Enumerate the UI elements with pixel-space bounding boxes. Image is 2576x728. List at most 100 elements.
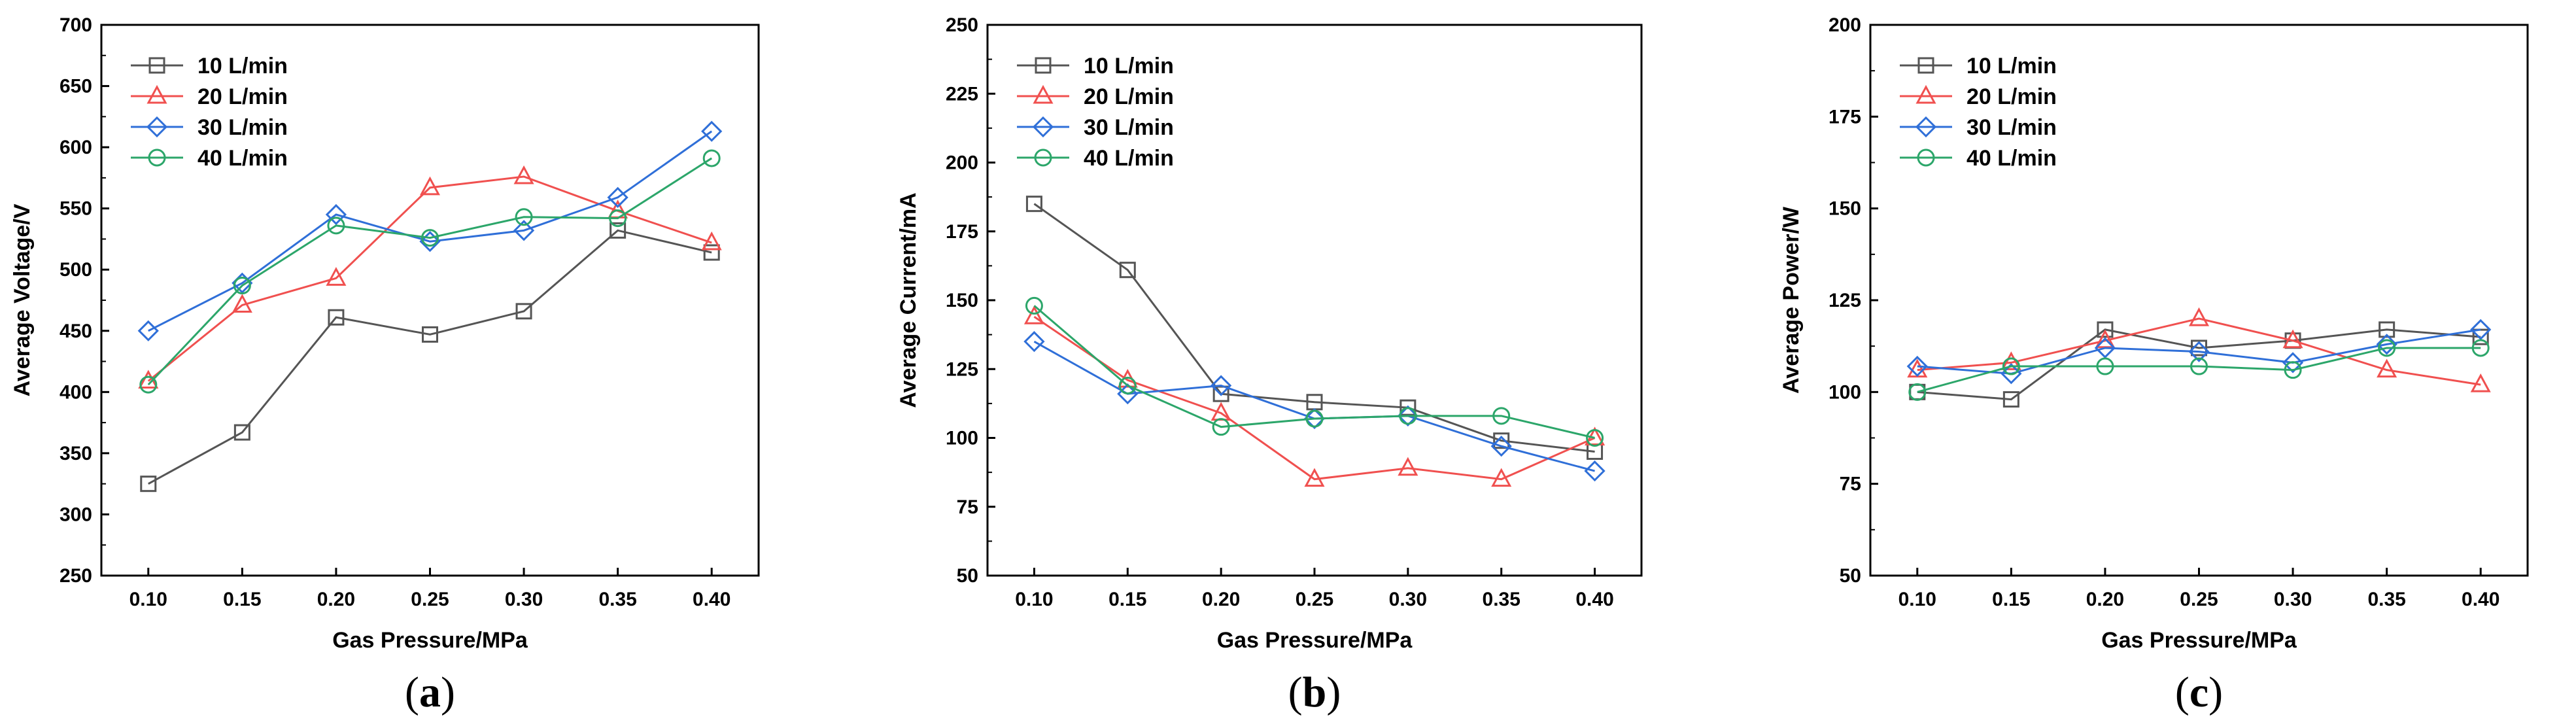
x-tick-label: 0.10 (129, 589, 167, 610)
legend-swatch-marker (148, 148, 166, 167)
y-tick-label: 225 (946, 83, 978, 105)
y-tick-label: 125 (1829, 290, 1861, 311)
series-20-l-min (1907, 307, 2491, 392)
x-tick-label: 0.30 (1389, 589, 1427, 610)
legend-label: 20 L/min (1966, 84, 2057, 109)
data-point (2001, 351, 2021, 370)
data-point (609, 209, 627, 228)
data-point (2191, 339, 2207, 356)
legend-swatch-marker (148, 57, 165, 74)
y-tick-label: 450 (60, 321, 92, 342)
x-tick-label: 0.10 (1015, 589, 1053, 610)
y-tick-label: 175 (1829, 106, 1861, 128)
x-tick-label: 0.40 (693, 589, 730, 610)
series-10-l-min (1025, 196, 1604, 460)
data-point (326, 267, 347, 286)
y-tick-label: 75 (1840, 474, 1861, 495)
x-tick-label: 0.20 (2086, 589, 2124, 610)
data-point (513, 165, 534, 184)
data-point (1303, 407, 1326, 430)
series-40-l-min (139, 149, 721, 394)
y-tick-label: 250 (60, 565, 92, 587)
data-point (1908, 383, 1927, 401)
data-point (137, 320, 159, 341)
y-axis-title: Average Voltage/V (10, 203, 35, 396)
panel-label: (c) (2175, 668, 2223, 716)
x-tick-label: 0.15 (1992, 589, 2030, 610)
x-tick-label: 0.35 (2367, 589, 2405, 610)
x-tick-label: 0.15 (223, 589, 261, 610)
data-point (2096, 357, 2114, 375)
data-point (140, 476, 157, 493)
data-point (2190, 357, 2208, 375)
data-point (702, 149, 721, 167)
series-line (147, 175, 712, 382)
data-point (1397, 405, 1418, 426)
y-tick-label: 50 (1840, 565, 1861, 587)
legend-label: 40 L/min (1084, 146, 1174, 171)
data-point (327, 217, 345, 235)
data-point (1400, 399, 1417, 416)
data-point (1025, 296, 1043, 315)
legend-swatch-marker (1034, 148, 1052, 167)
series-line (1917, 317, 2481, 386)
data-point (701, 120, 723, 142)
data-point (1211, 375, 1232, 396)
series-10-l-min (140, 222, 720, 493)
data-point (2188, 341, 2210, 362)
data-point (2002, 391, 2019, 408)
y-tick-label: 100 (1829, 381, 1861, 403)
legend-swatch-marker (146, 84, 167, 104)
data-point (1399, 407, 1417, 425)
y-tick-label: 650 (60, 76, 92, 97)
series-line (1033, 203, 1595, 453)
data-point (701, 231, 722, 251)
x-tick-label: 0.35 (598, 589, 636, 610)
legend-label: 10 L/min (1966, 54, 2057, 78)
x-axis-title: Gas Pressure/MPa (2101, 628, 2297, 653)
y-tick-label: 50 (957, 565, 978, 587)
x-tick-label: 0.25 (411, 589, 449, 610)
data-point (1398, 457, 1418, 476)
y-tick-label: 200 (946, 152, 978, 174)
y-tick-label: 175 (946, 221, 978, 243)
x-tick-label: 0.20 (317, 589, 355, 610)
legend-swatch-marker (1915, 116, 1937, 138)
data-point (421, 229, 439, 247)
legend-label: 10 L/min (1084, 54, 1174, 78)
data-point (1119, 262, 1136, 279)
x-tick-label: 0.40 (2462, 589, 2499, 610)
legend-swatch-marker (1032, 116, 1054, 138)
legend-swatch-marker (146, 116, 168, 138)
legend-label: 20 L/min (1084, 84, 1174, 109)
x-tick-label: 0.15 (1108, 589, 1146, 610)
data-point (232, 294, 252, 313)
panel-label: (b) (1288, 668, 1341, 716)
data-point (2377, 358, 2397, 378)
x-tick-label: 0.20 (1202, 589, 1240, 610)
y-tick-label: 250 (946, 14, 978, 36)
series-30-l-min (1023, 331, 1606, 482)
data-point (1305, 409, 1324, 428)
data-point (2282, 352, 2304, 373)
legend-swatch-marker (1915, 84, 1936, 104)
data-point (1023, 305, 1044, 324)
data-point (2282, 329, 2303, 349)
data-point (2378, 339, 2396, 357)
data-point (233, 277, 251, 295)
series-line (148, 229, 712, 485)
x-tick-label: 0.40 (1575, 589, 1613, 610)
series-line (1033, 316, 1596, 481)
x-tick-label: 0.30 (2274, 589, 2312, 610)
legend-label: 30 L/min (1966, 115, 2057, 140)
data-point (1490, 436, 1512, 457)
y-tick-label: 150 (946, 290, 978, 311)
data-point (1023, 331, 1045, 353)
data-point (2002, 357, 2020, 375)
data-point (422, 326, 438, 343)
data-point (1491, 468, 1512, 487)
y-tick-label: 150 (1829, 198, 1861, 220)
x-tick-label: 0.30 (505, 589, 543, 610)
data-point (328, 309, 345, 326)
series-line (1033, 305, 1595, 439)
